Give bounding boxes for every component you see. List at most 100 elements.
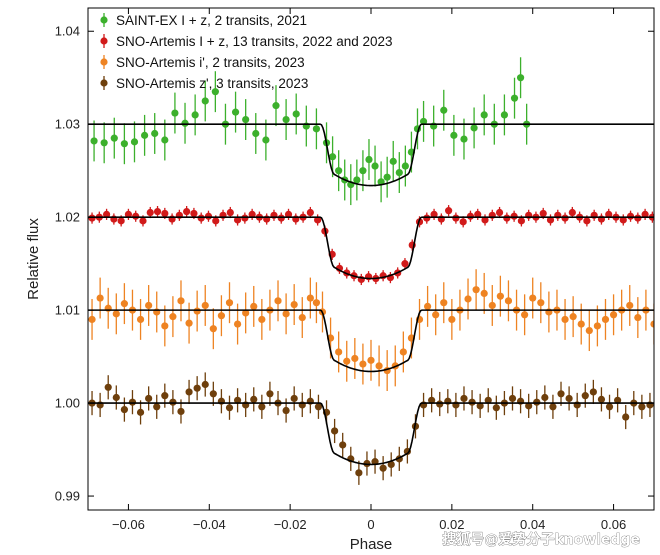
data-point xyxy=(335,348,343,356)
data-point xyxy=(151,129,159,138)
data-point xyxy=(217,312,226,320)
legend-marker xyxy=(100,79,108,87)
data-point xyxy=(428,396,436,404)
data-point xyxy=(650,320,654,328)
x-tick-label: −0.02 xyxy=(274,517,307,532)
data-point xyxy=(266,390,274,398)
axes: −0.06 −0.04 −0.02 0 0.02 0.04 0.06 0.99 1.00 1.01… xyxy=(55,7,655,532)
legend-label: SAINT-EX I + z, 2 transits, 2021 xyxy=(116,13,307,28)
data-point xyxy=(432,311,440,319)
data-point xyxy=(258,403,266,411)
data-point xyxy=(452,214,460,222)
data-point xyxy=(343,357,351,365)
data-point xyxy=(193,384,201,392)
data-point xyxy=(459,218,467,226)
data-point xyxy=(460,394,468,403)
data-point xyxy=(209,325,217,333)
x-tick-label: 0.06 xyxy=(601,517,626,532)
data-point xyxy=(395,168,403,177)
data-point xyxy=(124,210,133,218)
legend-entry: SNO-Artemis z', 3 transits, 2023 xyxy=(100,76,308,91)
data-point xyxy=(480,289,488,297)
data-point xyxy=(440,106,448,114)
data-point xyxy=(153,207,162,216)
data-point xyxy=(468,398,476,406)
x-tick-label: 0.02 xyxy=(439,517,464,532)
data-point xyxy=(609,311,618,319)
data-point xyxy=(583,217,591,225)
data-point xyxy=(314,216,322,224)
legend-entry: SNO-Artemis I + z, 13 transits, 2022 and… xyxy=(100,34,393,49)
y-tick-label: 1.03 xyxy=(55,117,80,132)
data-point xyxy=(557,390,565,398)
data-point xyxy=(541,393,549,402)
data-point xyxy=(274,297,282,305)
data-point xyxy=(634,313,642,322)
data-point xyxy=(112,393,120,402)
data-point xyxy=(622,413,630,421)
data-point xyxy=(171,109,179,117)
data-point xyxy=(120,300,128,308)
data-point xyxy=(248,210,256,218)
x-tick-label: −0.06 xyxy=(112,517,145,532)
data-point xyxy=(96,294,104,302)
data-point xyxy=(250,395,258,403)
data-point xyxy=(389,157,397,165)
data-point xyxy=(533,398,541,406)
data-point xyxy=(117,217,125,225)
data-point xyxy=(335,167,343,175)
data-point xyxy=(146,208,154,217)
data-point xyxy=(201,380,209,389)
data-point xyxy=(233,396,242,404)
data-point xyxy=(128,398,137,406)
data-point xyxy=(292,110,300,118)
series-group xyxy=(88,57,654,485)
data-point xyxy=(593,322,602,330)
data-point xyxy=(619,216,627,224)
data-point xyxy=(516,74,525,82)
data-point xyxy=(100,139,108,147)
y-tick-label: 1.01 xyxy=(55,303,80,318)
data-point xyxy=(496,292,504,300)
transit-model-line xyxy=(88,123,654,187)
data-point xyxy=(284,210,293,218)
data-point xyxy=(379,464,387,472)
data-point xyxy=(328,153,337,161)
legend-marker xyxy=(100,16,108,24)
data-point xyxy=(581,392,589,400)
x-tick-label: −0.04 xyxy=(193,517,226,532)
data-point xyxy=(258,315,266,324)
plot-area xyxy=(88,57,654,485)
data-point xyxy=(282,310,290,318)
data-point xyxy=(605,210,613,218)
data-point xyxy=(90,137,98,145)
data-point xyxy=(561,214,569,222)
data-point xyxy=(242,309,250,317)
data-point xyxy=(233,320,242,328)
data-point xyxy=(161,392,169,400)
data-point xyxy=(314,403,323,411)
data-point xyxy=(201,301,209,310)
data-point xyxy=(145,394,153,403)
data-point xyxy=(546,216,555,224)
data-point xyxy=(298,313,306,322)
x-axis-label: Phase xyxy=(350,536,393,553)
data-point xyxy=(387,460,395,469)
data-point xyxy=(436,400,444,408)
data-point xyxy=(169,313,177,321)
data-point xyxy=(401,162,409,170)
data-point xyxy=(476,402,484,410)
data-point xyxy=(272,102,280,110)
data-point xyxy=(359,360,367,368)
data-point xyxy=(419,117,428,126)
data-point xyxy=(312,299,321,307)
data-point xyxy=(153,403,161,411)
data-point xyxy=(211,88,219,96)
data-point xyxy=(430,210,438,218)
data-point xyxy=(569,313,577,321)
data-point xyxy=(282,115,290,124)
data-point xyxy=(104,383,112,391)
data-point xyxy=(177,407,185,416)
legend-entry: SAINT-EX I + z, 2 transits, 2021 xyxy=(100,13,307,28)
data-point xyxy=(209,390,217,398)
